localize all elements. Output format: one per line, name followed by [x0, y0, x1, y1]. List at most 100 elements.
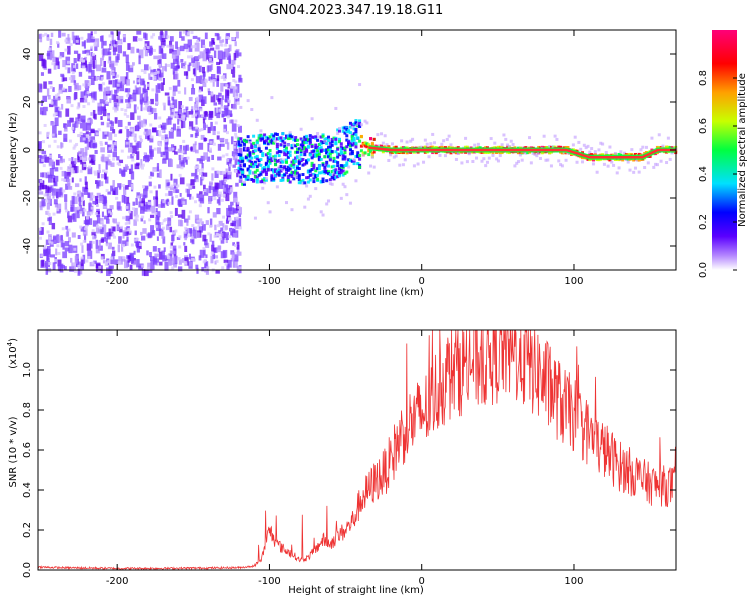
heatmap-cell [648, 154, 652, 158]
heatmap-cell [53, 181, 58, 187]
heatmap-cell [194, 107, 198, 111]
heatmap-cell [328, 182, 332, 186]
heatmap-cell [339, 171, 343, 175]
heatmap-cell [216, 193, 222, 198]
heatmap-cell [83, 220, 88, 225]
heatmap-cell [162, 236, 166, 244]
heatmap-cell [586, 144, 590, 148]
heatmap-cell [184, 245, 188, 252]
heatmap-cell [283, 148, 287, 152]
heatmap-cell [71, 170, 75, 174]
heatmap-cell [117, 32, 120, 40]
heatmap-cell [46, 202, 50, 210]
heatmap-cell [128, 210, 132, 214]
heatmap-cell [225, 138, 229, 145]
heatmap-cell [244, 147, 248, 151]
heatmap-cell [85, 259, 89, 263]
heatmap-cell [228, 163, 232, 167]
heatmap-cell [208, 147, 212, 151]
heatmap-cell [281, 176, 285, 180]
heatmap-cell [60, 234, 63, 241]
heatmap-cell [215, 44, 220, 50]
heatmap-cell [153, 108, 157, 113]
heatmap-cell [370, 143, 374, 147]
heatmap-cell [157, 141, 161, 145]
heatmap-cell [579, 147, 583, 151]
heatmap-cell [330, 143, 334, 147]
heatmap-cell [127, 92, 130, 96]
heatmap-cell [305, 147, 309, 151]
heatmap-cell [58, 107, 62, 111]
heatmap-cell [54, 202, 58, 208]
heatmap-cell [94, 46, 98, 51]
heatmap-cell [232, 164, 236, 168]
heatmap-cell [48, 47, 52, 51]
heatmap-cell [98, 228, 103, 233]
heatmap-cell [219, 137, 225, 142]
heatmap-cell [176, 164, 182, 169]
heatmap-cell [137, 141, 142, 148]
heatmap-cell [47, 198, 52, 204]
heatmap-cell [220, 198, 224, 202]
heatmap-cell [292, 165, 296, 169]
heatmap-cell [268, 135, 272, 139]
heatmap-cell [229, 87, 233, 94]
heatmap-cell [118, 159, 124, 164]
heatmap-cell [352, 158, 356, 162]
heatmap-cell [128, 99, 131, 108]
heatmap-cell [121, 256, 126, 262]
heatmap-cell [108, 80, 113, 85]
heatmap-cell [295, 138, 299, 142]
heatmap-cell [161, 45, 165, 49]
heatmap-cell [297, 175, 301, 179]
heatmap-cell [90, 206, 94, 210]
heatmap-cell [52, 188, 56, 196]
heatmap-cell [637, 158, 641, 162]
heatmap-cell [172, 123, 177, 131]
heatmap-cell [222, 74, 226, 78]
heatmap-cell [76, 35, 80, 41]
heatmap-cell [270, 138, 274, 142]
heatmap-cell [82, 157, 86, 161]
heatmap-cell [98, 83, 103, 92]
heatmap-cell [229, 119, 234, 124]
heatmap-cell [635, 158, 639, 162]
heatmap-cell [177, 257, 181, 261]
heatmap-cell [46, 210, 50, 214]
heatmap-cell [107, 154, 111, 158]
heatmap-cell [101, 82, 105, 86]
heatmap-cell [85, 181, 88, 190]
heatmap-cell [255, 168, 259, 172]
heatmap-cell [155, 190, 158, 199]
heatmap-cell [359, 134, 363, 138]
heatmap-cell [196, 158, 202, 162]
heatmap-cell [143, 131, 147, 135]
heatmap-cell [566, 146, 570, 150]
heatmap-cell [294, 144, 298, 148]
heatmap-cell [246, 153, 250, 157]
heatmap-cell [41, 99, 44, 106]
heatmap-cell [156, 101, 160, 105]
heatmap-cell [164, 141, 168, 150]
heatmap-cell [48, 81, 53, 85]
heatmap-cell [343, 148, 347, 152]
heatmap-cell [323, 155, 327, 159]
heatmap-cell [206, 266, 210, 270]
heatmap-cell [350, 137, 354, 141]
heatmap-cell [383, 134, 387, 138]
heatmap-cell [237, 137, 241, 141]
heatmap-cell [61, 103, 64, 110]
heatmap-cell [64, 247, 70, 252]
heatmap-cell [292, 159, 296, 163]
heatmap-cell [401, 163, 405, 167]
heatmap-cell [59, 187, 63, 196]
heatmap-cell [103, 198, 107, 206]
heatmap-cell [341, 152, 345, 156]
heatmap-cell [92, 109, 96, 119]
heatmap-cell [610, 160, 614, 164]
heatmap-cell [325, 169, 329, 173]
heatmap-cell [230, 86, 236, 93]
heatmap-cell [207, 207, 210, 214]
heatmap-cell [336, 147, 340, 151]
heatmap-cell [181, 209, 186, 219]
